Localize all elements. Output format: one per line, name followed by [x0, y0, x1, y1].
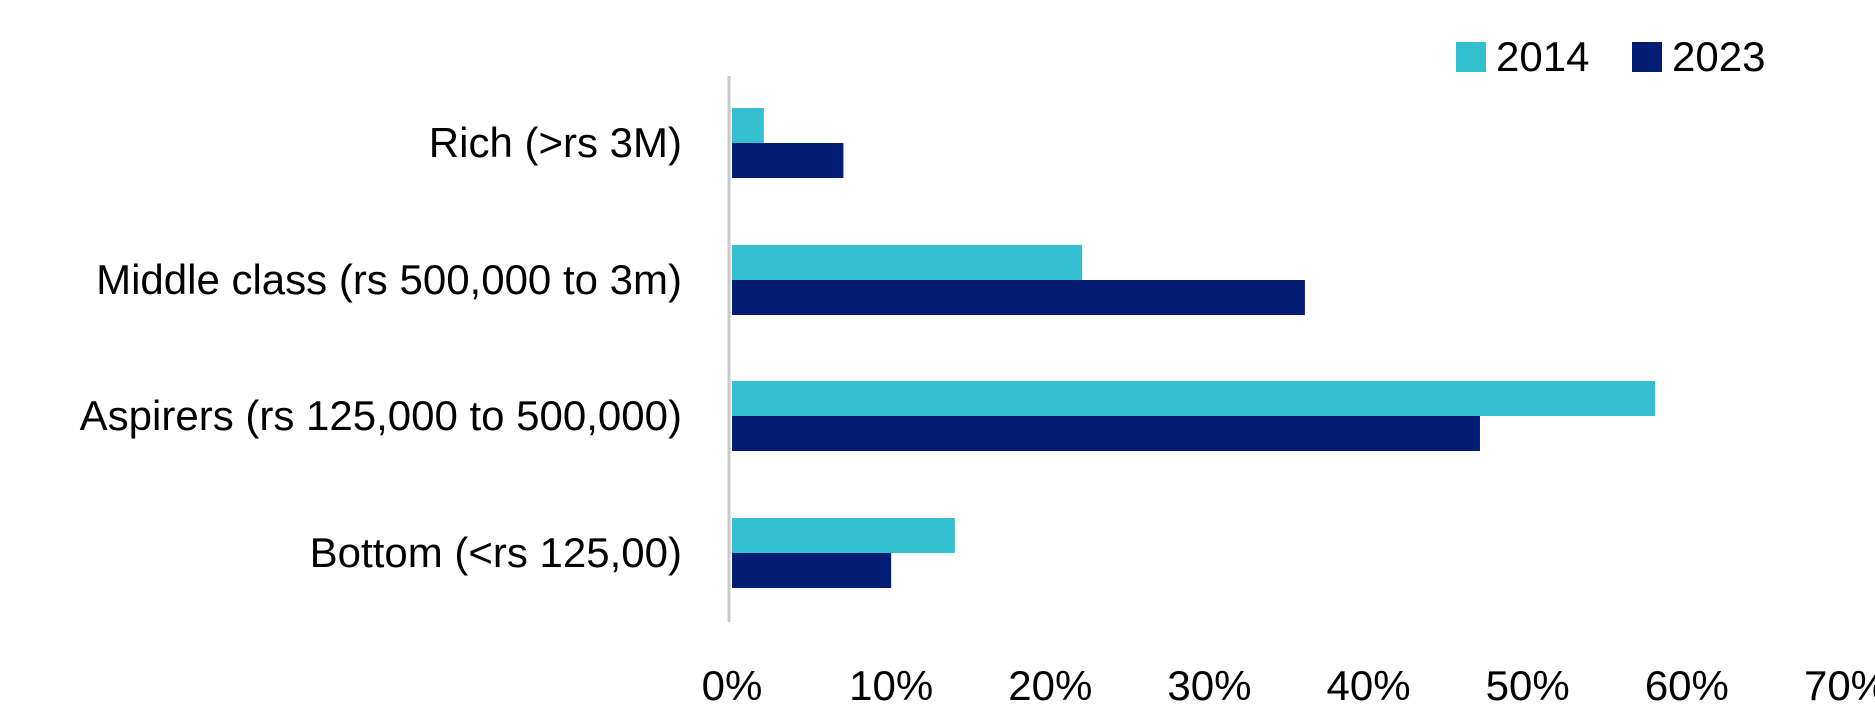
x-tick-label: 20%	[1008, 662, 1092, 709]
category-label: Bottom (<rs 125,00)	[310, 529, 682, 576]
legend-swatch-2023	[1632, 42, 1662, 72]
x-tick-label: 30%	[1167, 662, 1251, 709]
category-label: Middle class (rs 500,000 to 3m)	[96, 256, 682, 303]
bar-2014-2	[732, 245, 1083, 280]
x-tick-label: 40%	[1327, 662, 1411, 709]
x-tick-label: 50%	[1486, 662, 1570, 709]
x-tick-label: 70%	[1804, 662, 1875, 709]
category-label: Rich (>rs 3M)	[429, 119, 682, 166]
x-tick-label: 0%	[702, 662, 763, 709]
legend-label-2014: 2014	[1496, 33, 1589, 80]
bar-2023-1	[732, 143, 844, 178]
bar-2014-3	[732, 381, 1656, 416]
legend-swatch-2014	[1456, 42, 1486, 72]
bar-2014-1	[732, 108, 764, 143]
bar-2023-4	[732, 553, 892, 588]
x-tick-label: 60%	[1645, 662, 1729, 709]
bar-2023-2	[732, 280, 1305, 315]
category-label: Aspirers (rs 125,000 to 500,000)	[80, 392, 682, 439]
legend-label-2023: 2023	[1672, 33, 1765, 80]
x-tick-label: 10%	[849, 662, 933, 709]
bar-2023-3	[732, 416, 1480, 451]
x-axis-tick-labels: 0% 10% 20% 30% 40% 50% 60% 70%	[702, 662, 1875, 709]
category-labels: Rich (>rs 3M) Middle class (rs 500,000 to…	[80, 119, 682, 576]
bar-2014-4	[732, 518, 955, 553]
bars	[732, 108, 1656, 588]
legend: 2014 2023	[1456, 33, 1765, 80]
